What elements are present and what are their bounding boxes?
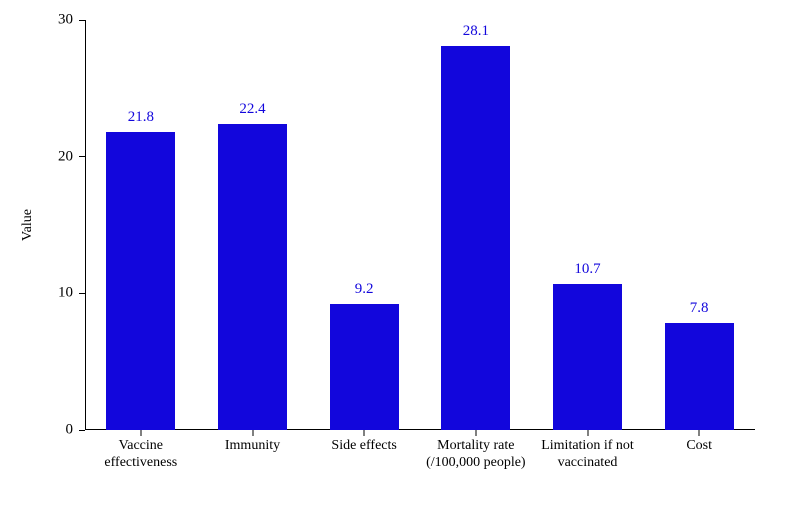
bar	[441, 46, 510, 430]
bar	[665, 323, 734, 430]
y-axis-label: Value	[20, 209, 36, 241]
x-tick-label: Vaccine effectiveness	[80, 430, 202, 472]
x-tick-label: Cost	[638, 430, 760, 455]
y-tick-label: 30	[58, 12, 85, 29]
bar-value-label: 22.4	[239, 101, 265, 124]
bar-chart: Value 0102030Vaccine effectiveness21.8Im…	[0, 0, 800, 511]
bar	[218, 124, 287, 430]
bar-value-label: 28.1	[463, 23, 489, 46]
bar-value-label: 9.2	[355, 281, 374, 304]
y-tick-label: 10	[58, 285, 85, 302]
x-tick-label: Limitation if not vaccinated	[527, 430, 649, 472]
bar-value-label: 21.8	[128, 109, 154, 132]
bar	[106, 132, 175, 430]
bar-value-label: 10.7	[574, 261, 600, 284]
bar	[553, 284, 622, 430]
bar-value-label: 7.8	[690, 300, 709, 323]
y-tick-label: 20	[58, 148, 85, 165]
x-tick-label: Side effects	[303, 430, 425, 455]
y-axis-line	[85, 20, 86, 430]
x-tick-label: Immunity	[192, 430, 314, 455]
plot-area: 0102030Vaccine effectiveness21.8Immunity…	[85, 20, 755, 430]
x-tick-label: Mortality rate (/100,000 people)	[415, 430, 537, 472]
bar	[330, 304, 399, 430]
